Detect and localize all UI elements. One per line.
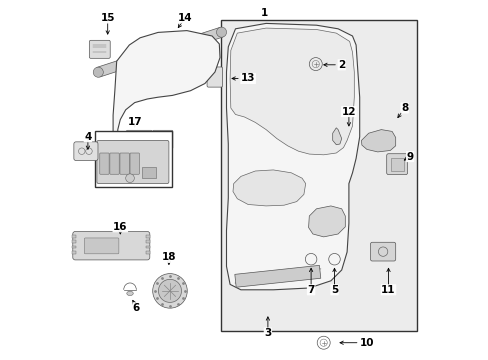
Text: 15: 15: [100, 13, 115, 23]
Bar: [95, 131, 172, 187]
FancyBboxPatch shape: [110, 153, 119, 174]
Bar: [72, 251, 76, 254]
Polygon shape: [234, 265, 320, 287]
Text: 12: 12: [341, 107, 355, 117]
FancyBboxPatch shape: [120, 153, 129, 174]
Polygon shape: [232, 170, 305, 206]
Text: 1: 1: [260, 8, 267, 18]
Text: 8: 8: [400, 103, 407, 113]
FancyBboxPatch shape: [97, 140, 168, 184]
Text: 7: 7: [307, 285, 314, 295]
FancyBboxPatch shape: [386, 154, 407, 175]
Polygon shape: [361, 130, 395, 152]
Text: 3: 3: [264, 328, 271, 338]
FancyBboxPatch shape: [74, 142, 98, 161]
FancyBboxPatch shape: [370, 242, 395, 261]
Ellipse shape: [126, 291, 133, 296]
Bar: [72, 246, 76, 248]
Bar: [72, 240, 76, 243]
Circle shape: [93, 67, 103, 77]
FancyBboxPatch shape: [89, 40, 110, 58]
Text: 16: 16: [113, 222, 127, 232]
FancyBboxPatch shape: [130, 153, 139, 174]
Polygon shape: [97, 27, 223, 77]
Text: 9: 9: [406, 152, 413, 162]
FancyBboxPatch shape: [84, 238, 119, 254]
Polygon shape: [230, 28, 354, 155]
Text: 17: 17: [127, 117, 142, 127]
Circle shape: [216, 27, 226, 37]
Bar: [145, 251, 150, 254]
Text: 10: 10: [359, 338, 373, 348]
FancyBboxPatch shape: [126, 130, 152, 149]
Circle shape: [152, 274, 187, 308]
Text: 5: 5: [330, 285, 337, 295]
Text: 18: 18: [162, 252, 176, 262]
Text: 2: 2: [337, 60, 345, 70]
Bar: [145, 240, 150, 243]
Bar: [221, 20, 416, 331]
Bar: [142, 167, 155, 178]
Text: 11: 11: [381, 285, 395, 295]
Polygon shape: [332, 128, 341, 145]
FancyBboxPatch shape: [152, 130, 172, 149]
FancyBboxPatch shape: [73, 231, 149, 260]
Polygon shape: [308, 206, 345, 237]
Text: 13: 13: [241, 73, 255, 84]
Bar: [145, 246, 150, 248]
Bar: [145, 235, 150, 238]
Polygon shape: [226, 23, 359, 290]
Bar: [390, 158, 403, 171]
Circle shape: [125, 174, 134, 183]
Text: 14: 14: [178, 13, 192, 23]
Polygon shape: [113, 31, 220, 169]
FancyBboxPatch shape: [100, 153, 109, 174]
FancyBboxPatch shape: [206, 67, 222, 87]
Bar: [72, 235, 76, 238]
Text: 4: 4: [84, 132, 91, 142]
Text: 6: 6: [133, 303, 140, 313]
Circle shape: [158, 279, 181, 302]
